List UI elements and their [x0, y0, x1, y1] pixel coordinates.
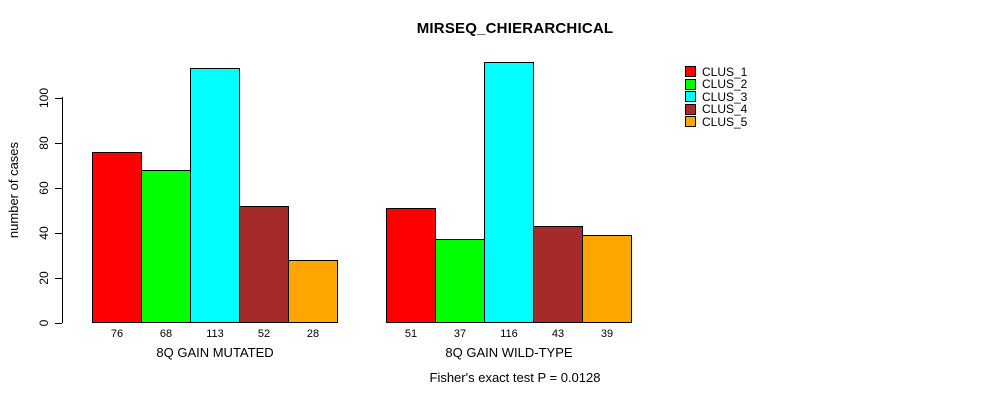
- bar-clus_5-group1: [288, 259, 338, 323]
- bar-clus_2-group1: [141, 169, 191, 323]
- bar-clus_3-group2: [484, 61, 534, 323]
- bar-clus_4-group1: [239, 205, 289, 323]
- x-group-label: 8Q GAIN MUTATED: [156, 345, 274, 360]
- bar-clus_1-group1: [92, 151, 142, 323]
- bar-value-label: 28: [306, 328, 320, 340]
- legend-label: CLUS_1: [702, 64, 748, 79]
- annotation-text: Fisher's exact test P = 0.0128: [429, 370, 601, 385]
- chart-title: MIRSEQ_CHIERARCHICAL: [416, 20, 614, 37]
- legend-swatch-clus_5: [685, 116, 696, 127]
- bar-clus_5-group2: [582, 234, 632, 323]
- bar-value-label: 68: [159, 328, 173, 340]
- y-tick-label: 40: [37, 225, 51, 240]
- bar-value-label: 39: [600, 328, 614, 340]
- legend-swatch-clus_4: [685, 103, 696, 115]
- y-tick-mark: [55, 322, 62, 324]
- bar-value-label: 37: [453, 328, 467, 340]
- bar-value-label: 113: [206, 328, 224, 340]
- x-group-label: 8Q GAIN WILD-TYPE: [445, 345, 573, 360]
- y-tick-label: 0: [37, 319, 51, 326]
- legend-label: CLUS_4: [702, 102, 748, 116]
- y-tick-mark: [55, 232, 62, 234]
- bar-clus_4-group2: [533, 225, 583, 323]
- y-axis-line: [62, 97, 63, 323]
- y-tick-label: 20: [37, 270, 51, 285]
- y-axis-label: number of cases: [6, 141, 21, 239]
- bar-value-label: 76: [110, 328, 124, 340]
- bar-value-label: 52: [257, 328, 271, 340]
- y-tick-label: 80: [37, 135, 51, 150]
- bar-value-label: 43: [551, 328, 565, 340]
- legend-swatch-clus_3: [685, 91, 696, 102]
- bar-clus_1-group2: [386, 207, 436, 323]
- y-tick-label: 60: [37, 180, 51, 195]
- legend-label: CLUS_5: [702, 114, 748, 129]
- legend-label: CLUS_2: [702, 77, 748, 91]
- legend-label: CLUS_3: [702, 89, 748, 104]
- bar-clus_2-group2: [435, 239, 485, 323]
- bar-clus_3-group1: [190, 68, 240, 323]
- y-tick-mark: [55, 187, 62, 189]
- y-tick-mark: [55, 277, 62, 279]
- legend-swatch-clus_2: [685, 78, 696, 90]
- bar-value-label: 116: [500, 328, 518, 340]
- y-tick-label: 100: [37, 87, 51, 108]
- y-tick-mark: [55, 97, 62, 99]
- bar-value-label: 51: [404, 328, 418, 340]
- legend-swatch-clus_1: [685, 66, 696, 77]
- y-tick-mark: [55, 142, 62, 144]
